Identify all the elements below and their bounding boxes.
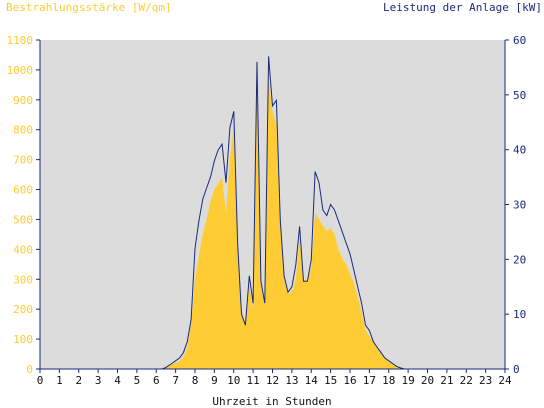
power-line-layer (40, 56, 505, 370)
x-tick-label: 9 (211, 374, 218, 387)
y-left-tick-label: 800 (13, 124, 33, 137)
x-tick-label: 14 (305, 374, 319, 387)
y-left-tick-label: 700 (13, 154, 33, 167)
x-tick-label: 23 (479, 374, 492, 387)
x-axis-title: Uhrzeit in Stunden (212, 395, 331, 408)
x-tick-label: 24 (498, 374, 512, 387)
x-tick-label: 3 (95, 374, 102, 387)
irradiance-area (40, 69, 505, 370)
y-left-tick-label: 400 (13, 243, 33, 256)
x-tick-label: 17 (363, 374, 376, 387)
y-right-tick-label: 60 (513, 34, 526, 47)
x-tick-label: 22 (460, 374, 473, 387)
x-tick-label: 16 (343, 374, 356, 387)
y-right-tick-label: 0 (513, 363, 520, 376)
power-line (40, 56, 505, 370)
x-tick-label: 5 (134, 374, 141, 387)
x-tick-label: 20 (421, 374, 434, 387)
x-tick-label: 0 (37, 374, 44, 387)
y-left-tick-label: 300 (13, 273, 33, 286)
x-tick-label: 10 (227, 374, 240, 387)
axis-layer: 0 1 2 3 4 5 6 7 8 9 10 11 12 13 14 15 16 17 18 19 20 21 22 23 24… (7, 34, 527, 387)
y-right-tick-label: 40 (513, 144, 526, 157)
x-tick-label: 11 (247, 374, 260, 387)
right-axis-title: Leistung der Anlage [kW] (383, 1, 542, 14)
y-left-tick-label: 600 (13, 184, 33, 197)
x-tick-label: 13 (285, 374, 298, 387)
irradiance-area-layer (40, 69, 505, 370)
x-tick-label: 8 (192, 374, 199, 387)
y-left-tick-label: 0 (26, 363, 33, 376)
y-left-tick-label: 200 (13, 303, 33, 316)
x-tick-label: 6 (153, 374, 160, 387)
x-tick-label: 15 (324, 374, 337, 387)
left-axis-title: Bestrahlungsstärke [W/qm] (6, 1, 172, 14)
x-tick-label: 21 (440, 374, 453, 387)
x-tick-label: 1 (56, 374, 63, 387)
x-tick-label: 18 (382, 374, 395, 387)
y-left-tick-label: 1000 (7, 64, 34, 77)
x-tick-label: 2 (75, 374, 82, 387)
x-tick-label: 7 (172, 374, 179, 387)
y-left-tick-label: 500 (13, 213, 33, 226)
x-tick-label: 4 (114, 374, 121, 387)
x-tick-label: 12 (266, 374, 279, 387)
x-tick-label: 19 (402, 374, 415, 387)
y-right-tick-label: 50 (513, 89, 526, 102)
y-right-tick-label: 10 (513, 308, 526, 321)
y-right-tick-label: 20 (513, 253, 526, 266)
y-left-tick-label: 900 (13, 94, 33, 107)
y-right-tick-label: 30 (513, 199, 526, 212)
y-left-tick-label: 100 (13, 333, 33, 346)
y-left-tick-label: 1100 (7, 34, 34, 47)
